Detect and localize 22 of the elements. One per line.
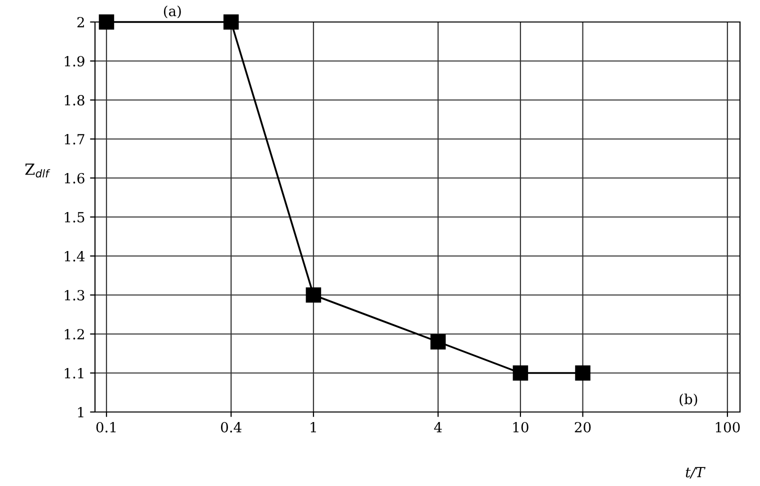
y-tick-label: 1.9 bbox=[64, 56, 84, 66]
x-tick-label: 0.1 bbox=[96, 422, 116, 432]
annotation: (b) bbox=[680, 394, 698, 406]
y-tick-label: 1.4 bbox=[64, 250, 85, 262]
y-tick-label: 1.6 bbox=[64, 172, 84, 184]
x-tick-label: 10 bbox=[513, 422, 528, 432]
y-tick-label: 1 bbox=[78, 406, 84, 418]
x-tick-label: 0.4 bbox=[220, 422, 242, 432]
y-tick-label: 1.8 bbox=[64, 94, 84, 106]
y-tick-label: 1.5 bbox=[64, 212, 84, 222]
x-tick-label: 20 bbox=[574, 422, 591, 432]
y-tick-label: 1.1 bbox=[64, 368, 84, 378]
x-axis-title: t/T bbox=[686, 467, 706, 478]
x-tick-label: 1 bbox=[310, 422, 316, 432]
x-tick-label: 100 bbox=[716, 422, 740, 432]
y-axis-title: Z$_{dlf}$ bbox=[25, 164, 50, 178]
y-tick-label: 1.2 bbox=[64, 328, 84, 340]
y-tick-label: 2 bbox=[77, 16, 84, 28]
text: (a) bbox=[164, 6, 181, 18]
y-tick-label: 1.7 bbox=[64, 134, 84, 144]
y-tick-label: 1.3 bbox=[64, 290, 84, 300]
x-tick-label: 4 bbox=[434, 422, 442, 432]
